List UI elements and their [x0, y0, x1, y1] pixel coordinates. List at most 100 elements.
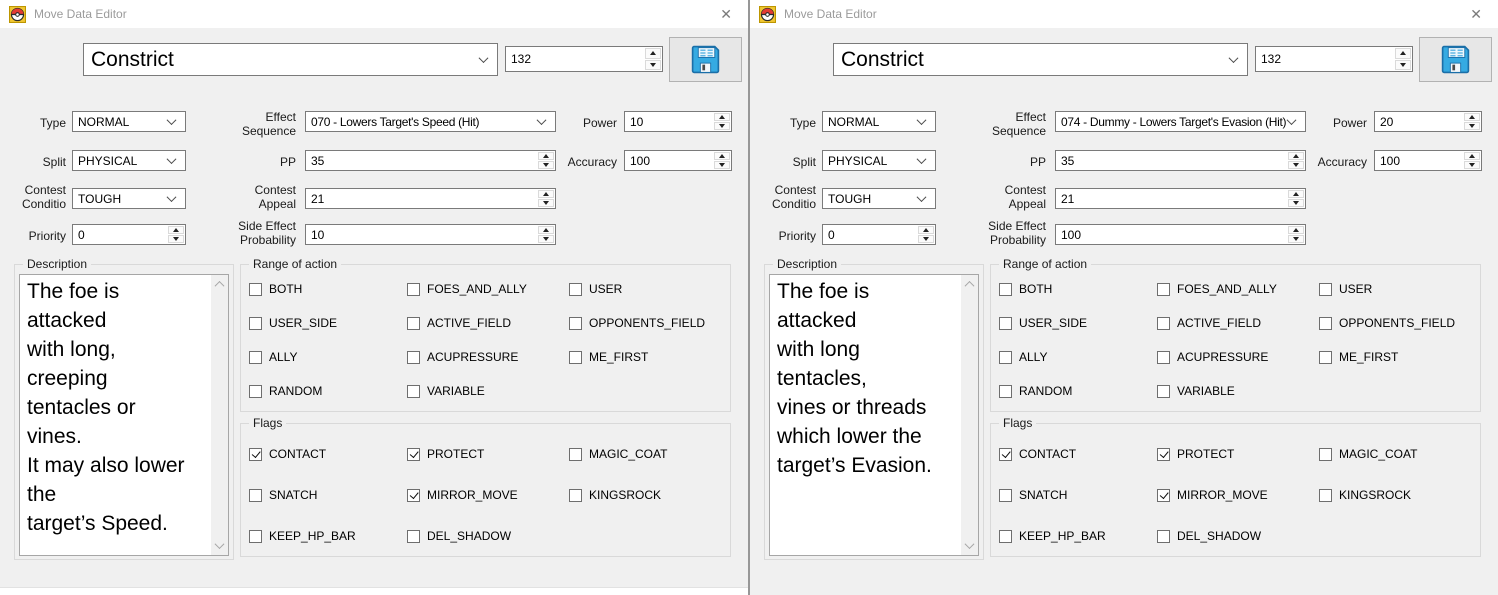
spin-up-button[interactable]	[538, 152, 554, 160]
checkbox-item[interactable]: VARIABLE	[1157, 384, 1319, 398]
spin-up-button[interactable]	[714, 152, 730, 160]
spin-up-button[interactable]	[168, 226, 184, 234]
effect-sequence-select[interactable]: 070 - Lowers Target's Speed (Hit)	[305, 111, 556, 132]
checkbox-item[interactable]: PROTECT	[407, 447, 569, 461]
spin-up-button[interactable]	[538, 226, 554, 234]
checkbox[interactable]	[1157, 316, 1170, 330]
save-button[interactable]	[669, 37, 742, 82]
close-icon[interactable]: ✕	[1470, 5, 1482, 22]
spin-down-button[interactable]	[1288, 235, 1304, 243]
checkbox-item[interactable]: FOES_AND_ALLY	[1157, 282, 1319, 296]
checkbox-item[interactable]: PROTECT	[1157, 447, 1319, 461]
move-name-select[interactable]: Constrict	[83, 43, 498, 76]
spin-down-button[interactable]	[918, 235, 934, 243]
contest-condition-select[interactable]: TOUGH	[822, 188, 936, 209]
spin-down-button[interactable]	[1464, 161, 1480, 169]
checkbox-item[interactable]: USER_SIDE	[999, 316, 1157, 330]
checkbox-item[interactable]: DEL_SHADOW	[407, 529, 569, 543]
checkbox[interactable]	[1319, 350, 1332, 364]
checkbox[interactable]	[569, 488, 582, 502]
priority-spinner[interactable]: 0	[822, 224, 936, 245]
checkbox-item[interactable]: USER	[569, 282, 724, 296]
checkbox-item[interactable]: KEEP_HP_BAR	[999, 529, 1157, 543]
checkbox-item[interactable]: VARIABLE	[407, 384, 569, 398]
checkbox[interactable]	[1157, 488, 1170, 502]
checkbox-item[interactable]: ME_FIRST	[569, 350, 724, 364]
checkbox-item[interactable]: USER	[1319, 282, 1474, 296]
spin-down-button[interactable]	[538, 199, 554, 207]
scroll-up-icon[interactable]	[211, 276, 228, 293]
spin-down-button[interactable]	[714, 161, 730, 169]
type-select[interactable]: NORMAL	[822, 111, 936, 132]
save-button[interactable]	[1419, 37, 1492, 82]
move-id-spinner[interactable]: 132	[1255, 46, 1413, 72]
checkbox[interactable]	[1319, 447, 1332, 461]
checkbox-item[interactable]: ACUPRESSURE	[1157, 350, 1319, 364]
spin-up-button[interactable]	[1464, 113, 1480, 121]
checkbox-item[interactable]: MAGIC_COAT	[569, 447, 724, 461]
checkbox-item[interactable]: MIRROR_MOVE	[407, 488, 569, 502]
scroll-down-icon[interactable]	[211, 537, 228, 554]
accuracy-spinner[interactable]: 100	[1374, 150, 1482, 171]
effect-sequence-select[interactable]: 074 - Dummy - Lowers Target's Evasion (H…	[1055, 111, 1306, 132]
checkbox[interactable]	[1157, 384, 1170, 398]
description-textarea[interactable]: The foe is attacked with long, creeping …	[19, 274, 229, 556]
contest-appeal-spinner[interactable]: 21	[305, 188, 556, 209]
checkbox[interactable]	[999, 447, 1012, 461]
split-select[interactable]: PHYSICAL	[822, 150, 936, 171]
checkbox[interactable]	[407, 384, 420, 398]
checkbox-item[interactable]: CONTACT	[999, 447, 1157, 461]
checkbox-item[interactable]: DEL_SHADOW	[1157, 529, 1319, 543]
spin-up-button[interactable]	[645, 48, 661, 59]
spin-up-button[interactable]	[1288, 152, 1304, 160]
move-id-spinner[interactable]: 132	[505, 46, 663, 72]
checkbox[interactable]	[1319, 282, 1332, 296]
spin-down-button[interactable]	[645, 59, 661, 70]
checkbox-item[interactable]: SNATCH	[999, 488, 1157, 502]
type-select[interactable]: NORMAL	[72, 111, 186, 132]
checkbox-item[interactable]: ALLY	[999, 350, 1157, 364]
checkbox[interactable]	[407, 488, 420, 502]
checkbox[interactable]	[249, 529, 262, 543]
checkbox-item[interactable]: CONTACT	[249, 447, 407, 461]
checkbox[interactable]	[249, 447, 262, 461]
checkbox-item[interactable]: USER_SIDE	[249, 316, 407, 330]
scrollbar[interactable]	[961, 275, 978, 555]
priority-spinner[interactable]: 0	[72, 224, 186, 245]
spin-down-button[interactable]	[168, 235, 184, 243]
checkbox-item[interactable]: ACUPRESSURE	[407, 350, 569, 364]
spin-up-button[interactable]	[1288, 190, 1304, 198]
checkbox[interactable]	[999, 350, 1012, 364]
checkbox-item[interactable]: ME_FIRST	[1319, 350, 1474, 364]
checkbox[interactable]	[249, 282, 262, 296]
checkbox[interactable]	[1157, 282, 1170, 296]
checkbox-item[interactable]: BOTH	[999, 282, 1157, 296]
checkbox[interactable]	[407, 350, 420, 364]
accuracy-spinner[interactable]: 100	[624, 150, 732, 171]
spin-down-button[interactable]	[1288, 161, 1304, 169]
scrollbar[interactable]	[211, 275, 228, 555]
checkbox[interactable]	[1157, 529, 1170, 543]
checkbox-item[interactable]: RANDOM	[249, 384, 407, 398]
power-spinner[interactable]: 20	[1374, 111, 1482, 132]
checkbox[interactable]	[569, 447, 582, 461]
spin-down-button[interactable]	[1395, 59, 1411, 70]
close-icon[interactable]: ✕	[720, 5, 732, 22]
checkbox[interactable]	[1319, 316, 1332, 330]
checkbox[interactable]	[249, 384, 262, 398]
checkbox-item[interactable]: BOTH	[249, 282, 407, 296]
checkbox[interactable]	[999, 316, 1012, 330]
checkbox-item[interactable]: ACTIVE_FIELD	[407, 316, 569, 330]
checkbox-item[interactable]: ALLY	[249, 350, 407, 364]
move-name-select[interactable]: Constrict	[833, 43, 1248, 76]
contest-appeal-spinner[interactable]: 21	[1055, 188, 1306, 209]
checkbox[interactable]	[407, 316, 420, 330]
checkbox-item[interactable]: OPPONENTS_FIELD	[1319, 316, 1474, 330]
checkbox[interactable]	[1319, 488, 1332, 502]
checkbox-item[interactable]: MIRROR_MOVE	[1157, 488, 1319, 502]
pp-spinner[interactable]: 35	[1055, 150, 1306, 171]
checkbox[interactable]	[407, 447, 420, 461]
checkbox[interactable]	[999, 282, 1012, 296]
checkbox[interactable]	[407, 529, 420, 543]
checkbox-item[interactable]: ACTIVE_FIELD	[1157, 316, 1319, 330]
